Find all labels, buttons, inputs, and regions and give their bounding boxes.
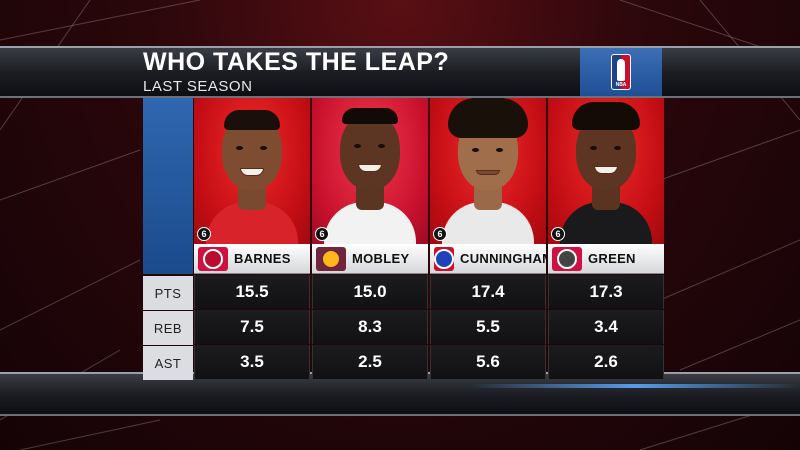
stat-reb-cunningham: 5.5 [430, 310, 546, 344]
raptors-logo-icon [198, 246, 228, 271]
stat-reb-barnes: 7.5 [194, 310, 310, 344]
nba-logo-icon: NBA [611, 54, 631, 90]
stat-pts-mobley: 15.0 [312, 275, 428, 309]
stat-label-column: PTS REB AST [143, 276, 193, 381]
pistons-logo-icon [434, 246, 454, 271]
stat-label-ast: AST [143, 346, 193, 380]
number-badge: 6 [433, 227, 447, 241]
player-name: BARNES [234, 251, 291, 266]
stat-pts-green: 17.3 [548, 275, 664, 309]
number-badge: 6 [197, 227, 211, 241]
stat-ast-cunningham: 5.6 [430, 345, 546, 379]
rockets-logo-icon [552, 246, 582, 271]
player-photo-green: 6 [548, 98, 664, 244]
graphic-title: WHO TAKES THE LEAP? [143, 48, 450, 76]
player-photo-cunningham: 6 [430, 98, 546, 244]
stat-pts-cunningham: 17.4 [430, 275, 546, 309]
player-name: GREEN [588, 251, 636, 266]
stat-reb-green: 3.4 [548, 310, 664, 344]
stat-ast-barnes: 3.5 [194, 345, 310, 379]
stat-label-reb: REB [143, 311, 193, 345]
stat-pts-barnes: 15.5 [194, 275, 310, 309]
stat-ast-green: 2.6 [548, 345, 664, 379]
stat-label-pts: PTS [143, 276, 193, 310]
player-column-green: 6 GREEN 17.3 3.4 2.6 [548, 98, 664, 380]
cavaliers-logo-icon [316, 246, 346, 271]
player-photo-barnes: 6 [194, 98, 310, 244]
name-bar-barnes: BARNES [194, 244, 310, 274]
stat-reb-mobley: 8.3 [312, 310, 428, 344]
header-band [0, 46, 800, 98]
player-column-cunningham: 6 CUNNINGHAM 17.4 5.5 5.6 [430, 98, 553, 380]
name-bar-cunningham: CUNNINGHAM [430, 244, 553, 274]
player-name: MOBLEY [352, 251, 410, 266]
number-badge: 6 [551, 227, 565, 241]
player-column-barnes: 6 BARNES 15.5 7.5 3.5 [194, 98, 310, 380]
player-photo-mobley: 6 [312, 98, 428, 244]
league-logo-box: NBA [580, 48, 662, 96]
left-blue-panel [143, 98, 193, 274]
name-bar-mobley: MOBLEY [312, 244, 428, 274]
player-column-mobley: 6 MOBLEY 15.0 8.3 2.5 [312, 98, 428, 380]
number-badge: 6 [315, 227, 329, 241]
footer-glow [470, 384, 800, 388]
stat-ast-mobley: 2.5 [312, 345, 428, 379]
name-bar-green: GREEN [548, 244, 664, 274]
player-name: CUNNINGHAM [460, 251, 554, 266]
graphic-subtitle: LAST SEASON [143, 78, 253, 95]
